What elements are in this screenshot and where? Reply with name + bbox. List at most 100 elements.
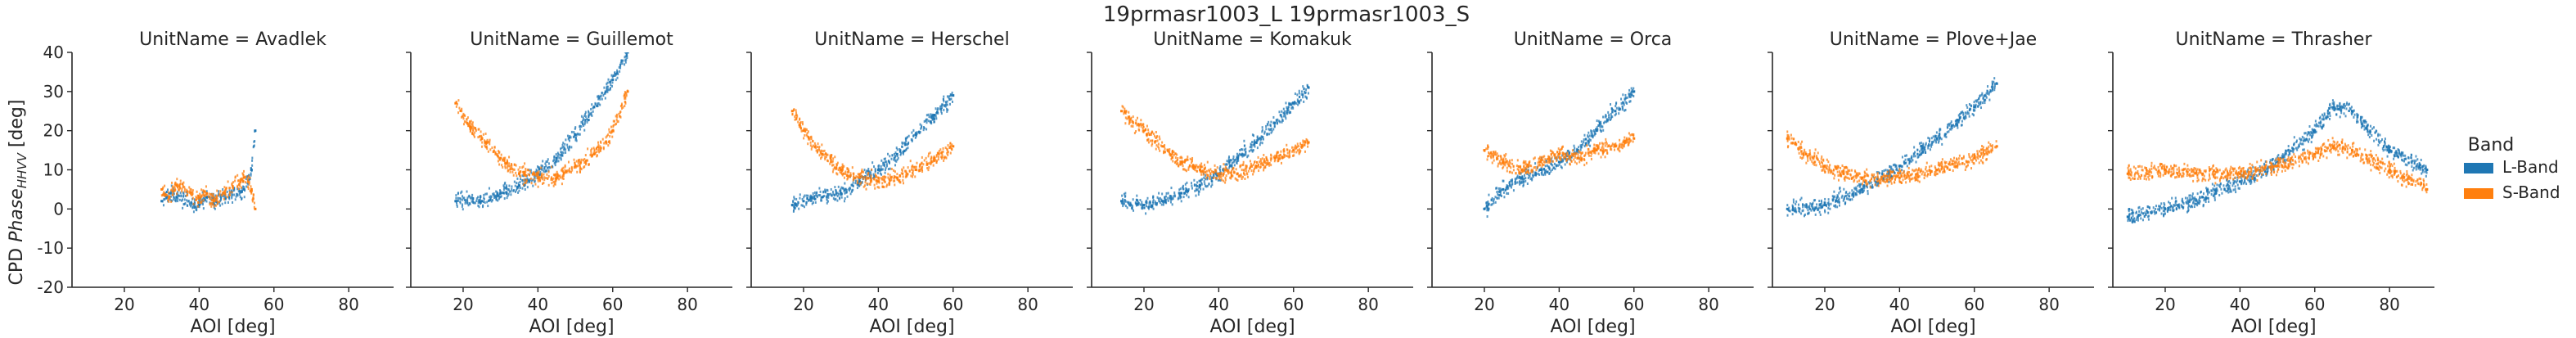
data-point bbox=[803, 127, 805, 130]
data-point bbox=[1268, 128, 1271, 132]
data-point bbox=[518, 173, 520, 176]
data-point bbox=[1592, 134, 1594, 137]
data-point bbox=[810, 137, 813, 141]
data-point bbox=[884, 169, 886, 172]
data-point bbox=[1130, 124, 1133, 128]
data-point bbox=[247, 187, 250, 191]
data-point bbox=[541, 176, 543, 179]
data-point bbox=[1139, 203, 1142, 206]
data-point bbox=[1257, 155, 1259, 159]
data-point bbox=[1242, 160, 1245, 164]
data-point bbox=[1811, 207, 1813, 210]
data-point bbox=[950, 146, 952, 150]
data-point bbox=[1237, 155, 1240, 159]
data-point bbox=[866, 169, 868, 173]
data-point bbox=[170, 184, 173, 187]
data-point bbox=[1971, 113, 1974, 116]
data-point bbox=[1163, 150, 1165, 153]
data-point bbox=[1788, 210, 1790, 213]
data-point bbox=[824, 190, 826, 193]
data-point bbox=[1876, 184, 1878, 187]
data-point bbox=[1514, 179, 1516, 183]
data-point bbox=[1187, 158, 1189, 161]
data-point bbox=[912, 164, 914, 167]
data-point bbox=[1285, 117, 1287, 120]
data-point bbox=[1485, 204, 1488, 207]
data-point bbox=[1615, 112, 1617, 115]
data-point bbox=[1506, 192, 1508, 195]
panel-title: UnitName = Herschel bbox=[814, 29, 1009, 50]
data-point bbox=[1171, 151, 1173, 154]
data-point bbox=[871, 180, 873, 183]
data-point bbox=[1201, 178, 1204, 181]
data-point bbox=[836, 173, 839, 176]
data-point bbox=[1931, 142, 1934, 146]
data-point bbox=[1511, 162, 1514, 165]
data-point bbox=[1245, 153, 1247, 156]
data-point bbox=[1511, 178, 1513, 182]
data-point bbox=[1190, 161, 1192, 164]
data-point bbox=[1549, 160, 1551, 164]
data-point bbox=[831, 190, 834, 193]
data-point bbox=[849, 172, 852, 175]
data-point bbox=[1247, 154, 1250, 157]
data-point bbox=[583, 118, 585, 121]
data-point bbox=[1281, 120, 1283, 124]
data-point bbox=[1608, 115, 1610, 119]
data-point bbox=[809, 199, 812, 202]
data-point bbox=[1993, 88, 1996, 92]
data-point bbox=[1254, 164, 1257, 168]
y-tick-label: -10 bbox=[37, 238, 64, 258]
data-point bbox=[1169, 196, 1171, 200]
data-point bbox=[880, 173, 883, 176]
data-point bbox=[1502, 187, 1505, 191]
data-point bbox=[1958, 115, 1961, 119]
data-point bbox=[1163, 201, 1165, 205]
data-point bbox=[1240, 164, 1242, 167]
data-point bbox=[547, 177, 549, 180]
data-point bbox=[844, 192, 846, 195]
data-point bbox=[1585, 142, 1587, 146]
data-point bbox=[1258, 169, 1260, 173]
data-point bbox=[1502, 162, 1505, 165]
data-point bbox=[936, 159, 939, 162]
data-point bbox=[802, 200, 805, 203]
data-point bbox=[182, 198, 184, 201]
data-point bbox=[195, 205, 197, 209]
data-point bbox=[806, 132, 808, 135]
data-point bbox=[1896, 169, 1898, 172]
data-point bbox=[234, 198, 236, 201]
data-point bbox=[1810, 203, 1813, 206]
data-point bbox=[916, 132, 918, 135]
data-point bbox=[236, 174, 239, 177]
data-point bbox=[545, 160, 547, 164]
data-point bbox=[1560, 146, 1563, 149]
data-point bbox=[472, 129, 475, 133]
data-point bbox=[808, 137, 811, 141]
data-point bbox=[1299, 142, 1302, 145]
data-point bbox=[1502, 165, 1505, 169]
data-point bbox=[1280, 161, 1282, 164]
data-point bbox=[1556, 151, 1559, 154]
data-point bbox=[872, 174, 875, 178]
x-tick-label: 20 bbox=[1133, 295, 1154, 314]
data-point bbox=[1162, 203, 1164, 206]
data-point bbox=[521, 170, 524, 174]
data-point bbox=[1936, 138, 1939, 142]
data-point bbox=[852, 181, 854, 184]
data-point bbox=[1170, 196, 1173, 200]
data-point bbox=[552, 177, 555, 180]
data-point bbox=[1304, 140, 1306, 143]
data-point bbox=[1844, 195, 1847, 198]
data-point bbox=[1255, 139, 1258, 142]
data-point bbox=[1291, 101, 1294, 105]
data-point bbox=[1883, 169, 1885, 173]
data-point bbox=[1299, 149, 1302, 152]
panel-title: UnitName = Avadlek bbox=[139, 29, 327, 50]
data-point bbox=[1606, 145, 1609, 148]
data-point bbox=[829, 162, 831, 165]
data-point bbox=[516, 182, 518, 185]
data-point bbox=[602, 94, 605, 97]
data-point bbox=[804, 129, 807, 133]
data-point bbox=[1630, 87, 1633, 90]
